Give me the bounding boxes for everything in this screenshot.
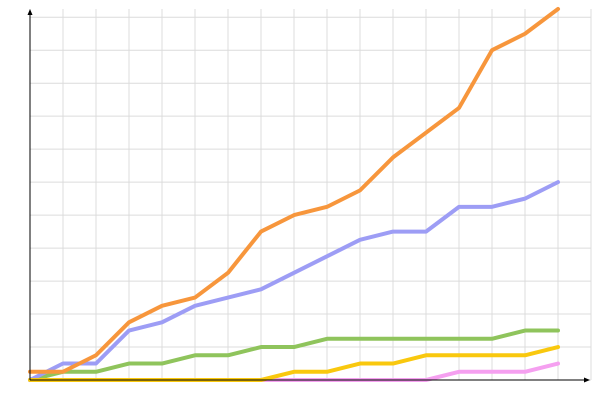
x-axis-arrow (584, 377, 590, 383)
series-line (28, 7, 560, 374)
series-line (28, 180, 560, 382)
y-axis-arrow (27, 9, 33, 15)
grid (29, 9, 592, 381)
series-line (28, 328, 560, 382)
